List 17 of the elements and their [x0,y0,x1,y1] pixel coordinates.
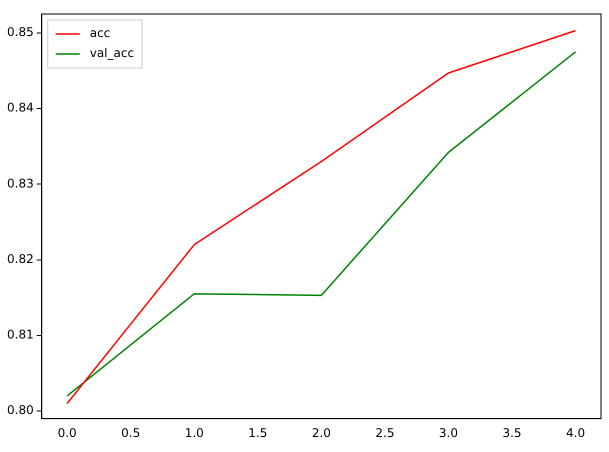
x-tick-label: 2.5 [375,426,394,440]
y-tick-label: 0.81 [7,328,34,342]
y-tick-label: 0.85 [7,25,34,40]
x-tick-label: 1.0 [184,426,204,440]
x-tick-label: 4.0 [566,426,586,440]
y-tick-label: 0.83 [7,176,34,190]
x-tick-label: 3.5 [502,426,522,440]
y-tick-label: 0.80 [7,403,34,418]
x-tick-label: 2.0 [312,426,331,440]
x-tick-label: 3.0 [438,426,458,440]
y-tick-label: 0.82 [7,252,34,266]
x-tick-label: 0.5 [121,426,140,440]
legend-label: acc [90,26,110,40]
legend-label: val_acc [90,46,134,60]
y-tick-label: 0.84 [7,100,34,115]
x-tick-label: 0.0 [58,426,77,440]
x-tick-label: 1.5 [248,426,268,440]
